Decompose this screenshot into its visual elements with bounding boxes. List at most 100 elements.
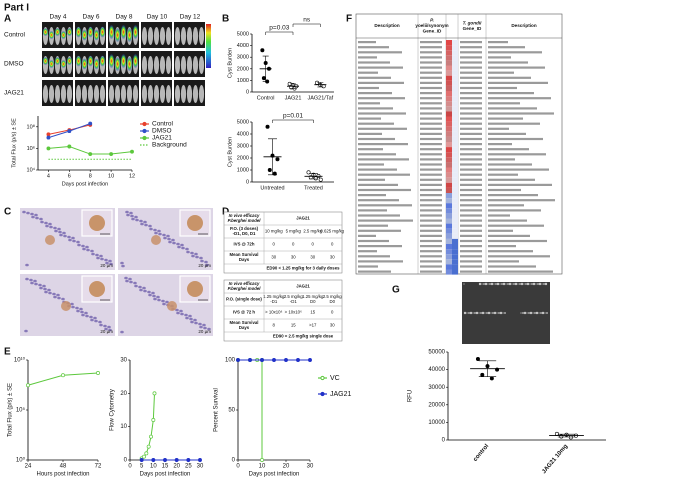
x-tick-label: 25 [185,464,192,470]
nucleus [167,237,171,241]
speck [496,282,500,286]
nucleus [77,243,81,247]
heat-cell [446,45,452,51]
row-text [488,137,543,141]
data-point [313,176,318,181]
nucleus [76,240,80,244]
mouse [141,56,148,74]
table-cell: Mean Survival [230,252,259,257]
speck [490,282,494,286]
heat-cell [452,172,458,178]
speck [478,282,482,286]
mouse [153,85,160,103]
table-footer: ED90 = 2.5 mg/kg single dose [273,334,334,339]
table-header: yoelii/synonym [415,23,448,28]
y-tick-label: 40000 [428,367,445,373]
row-text [488,188,521,192]
legend-marker [142,128,147,134]
data-point [67,129,72,134]
row-text [488,46,525,49]
nucleus [70,302,74,306]
row-text [460,209,482,212]
table-header: Description [374,23,399,28]
nucleus [120,330,124,334]
speck [543,283,545,285]
table-cell: In vivo efficacy [229,281,260,286]
row-text [420,56,442,59]
row-text [358,199,399,202]
heat-cell [452,223,458,229]
nucleus [108,328,112,332]
heat-cell [452,147,458,153]
nucleus [109,262,113,266]
nucleus [186,250,190,254]
x-tick-label: 24 [25,464,32,470]
speck [489,283,491,285]
y-tick-label: 0 [124,458,128,464]
speck [504,312,506,314]
nucleus [162,233,166,237]
nucleus [43,287,47,291]
row-text [420,219,442,222]
legend-label: Background [152,142,187,149]
heat-cell [452,131,458,137]
nucleus [180,243,184,247]
x-tick-label: control [473,443,491,463]
row-text [358,260,403,263]
signal [132,54,139,68]
row-text [358,153,396,156]
nucleus [48,291,52,295]
nucleus [35,216,39,220]
speck [514,282,518,286]
row-text [358,265,378,268]
row-text [460,112,482,115]
nucleus [63,234,67,238]
heat-cell [446,126,452,132]
speck [484,312,486,314]
heat-cell [446,136,452,142]
heat-cell [446,162,452,168]
error-bar [317,82,324,88]
speck [499,283,501,285]
nucleus [61,297,65,301]
mouse [186,85,193,103]
heat-cell [446,182,452,188]
y-axis-label: Flow Cytometry [110,389,116,431]
nucleus [166,234,170,238]
heat-cell [452,116,458,122]
nucleus [154,231,158,235]
data-point [275,157,280,162]
row-text [488,173,518,176]
panel-label: G [392,285,400,296]
row-text [460,71,482,74]
nucleus [152,294,156,298]
data-point [46,135,51,140]
mouse [54,85,61,103]
row-text [358,255,390,258]
heat-cell [452,162,458,168]
nucleus [135,218,139,222]
y-tick-label: 20 [120,391,127,397]
table-cell: 0 [312,242,315,247]
row-text [358,163,384,166]
row-text [460,56,482,59]
table-cell: -D1, D0, D1 [233,231,256,236]
row-text [488,194,538,197]
x-axis-label: Days post infection [249,472,300,478]
nucleus [39,286,43,290]
scale-bar-label: 20 µm [100,329,113,334]
row-text [420,183,442,186]
heat-cell [446,244,452,250]
nucleus [172,241,176,245]
row-text [420,81,442,84]
speck [513,283,515,285]
mouse [120,85,127,103]
nucleus [157,298,161,302]
nucleus [134,284,138,288]
table-header: T. gondii [463,20,483,25]
row-text [358,61,390,64]
row-text [358,127,407,130]
mouse [192,85,199,103]
annotation: p=0.03 [269,25,289,32]
nucleus [143,220,147,224]
